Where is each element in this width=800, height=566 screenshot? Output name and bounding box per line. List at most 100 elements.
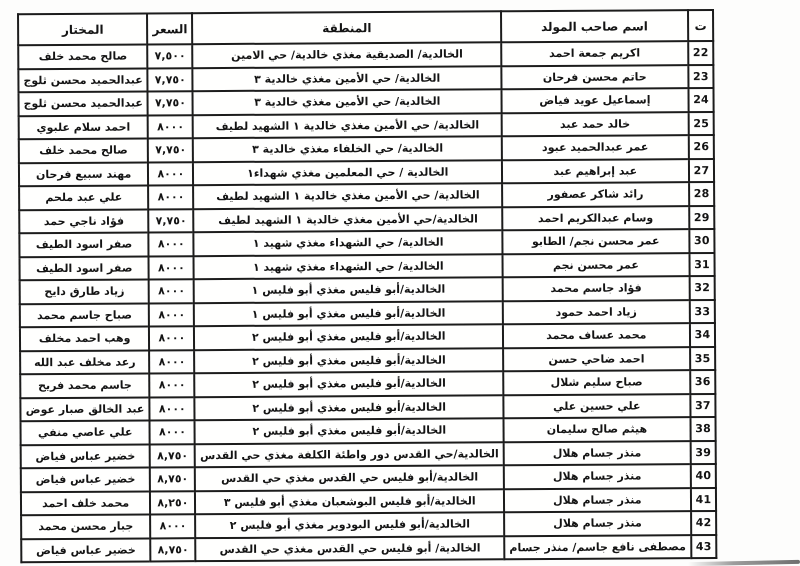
- region-cell: الخالدية/ حي الأمين مغذي خالدية ١ الشهيد…: [193, 183, 502, 209]
- owner-name-cell: خالد حمد عبد: [501, 111, 689, 137]
- mukhtar-name-cell: جبار محسن محمد: [20, 514, 151, 539]
- owner-name-cell: عمر عبدالحميد عبود: [501, 135, 689, 160]
- price-cell: ٨٠٠٠: [149, 373, 195, 397]
- price-cell: ٨,٧٥٠: [149, 443, 195, 468]
- mukhtar-name-cell: صالح محمد خلف: [17, 44, 148, 69]
- mukhtar-name-cell: علي عبد ملحم: [18, 185, 149, 210]
- row-index-cell: 38: [689, 416, 716, 441]
- row-index-cell: 27: [688, 158, 715, 183]
- column-header-index: ت: [687, 10, 714, 42]
- scanner-artifact: [687, 559, 800, 566]
- row-index-cell: 42: [690, 510, 717, 535]
- owner-name-cell: احمد ضاحي حسن: [502, 346, 690, 372]
- region-cell: الخالدية/حي الأمين مغذي خالدية ١ الشهيد …: [193, 206, 503, 233]
- owner-name-cell: عمر محسن نجم: [502, 252, 689, 278]
- price-cell: ٨٠٠٠: [148, 326, 195, 350]
- region-cell: الخالدية/ الصديقية مغذي خالدية/ حي الامي…: [192, 42, 502, 68]
- owner-name-cell: إسماعيل عويد فياض: [501, 88, 688, 113]
- row-index-cell: 36: [689, 369, 716, 394]
- mukhtar-name-cell: صالح محمد خلف: [18, 138, 148, 163]
- mukhtar-name-cell: محمد خلف احمد: [20, 490, 151, 516]
- generator-price-table: ت اسم صاحب المولد المنطقة السعر المختار …: [16, 9, 718, 564]
- owner-name-cell: منذر جسام هلال: [503, 440, 691, 466]
- owner-name-cell: فؤاد جاسم محمد: [502, 276, 690, 301]
- price-cell: ٨٠٠٠: [150, 514, 196, 538]
- mukhtar-name-cell: جاسم محمد فريح: [19, 373, 150, 398]
- region-cell: الخالدية/أبو فليس مغذي أبو فليس ٢: [194, 371, 504, 397]
- mukhtar-name-cell: فؤاد ناجي حمد: [18, 208, 149, 234]
- owner-name-cell: منذر جسام هلال: [503, 511, 691, 536]
- column-header-owner: اسم صاحب المولد: [500, 10, 688, 43]
- row-index-cell: 28: [688, 182, 715, 206]
- region-cell: الخالدية/أبو فليس مغذي أبو فليس ٢: [194, 324, 503, 350]
- row-index-cell: 35: [689, 346, 716, 371]
- row-index-cell: 23: [687, 64, 714, 89]
- price-cell: ٨٠٠٠: [148, 302, 195, 327]
- owner-name-cell: رائد شاكر عصفور: [501, 182, 689, 207]
- region-cell: الخالدية/أبو فليس مغذي أبو فليس ٢: [194, 418, 504, 444]
- price-cell: ٨,٧٥٠: [150, 537, 196, 562]
- price-cell: ٧,٧٥٠: [147, 91, 193, 115]
- owner-name-cell: وسام عبدالكريم احمد: [501, 205, 689, 231]
- mukhtar-name-cell: وهب احمد مخلف: [19, 326, 150, 351]
- mukhtar-name-cell: زياد طارق دايح: [19, 279, 149, 304]
- region-cell: الخالدية/ حي الأمين مغذي خالدية ٣: [192, 89, 502, 115]
- row-index-cell: 33: [689, 299, 715, 324]
- mukhtar-name-cell: عبدالحميد محسن ثلوج: [18, 67, 148, 93]
- region-cell: الخالدية/أبو فليس مغذي أبو فليس ٢: [194, 394, 504, 421]
- region-cell: الخالدية/أبو فليس حي القدس مغذي حي القدس: [194, 465, 504, 491]
- row-index-cell: 22: [687, 41, 714, 65]
- region-cell: الخالدية/حي القدس دور واطئة الكلفة مغذي …: [194, 441, 504, 468]
- region-cell: الخالدية/أبو فليس مغذي أبو فليس ٢: [194, 347, 503, 374]
- row-index-cell: 30: [688, 229, 715, 253]
- owner-name-cell: صباح سليم شلال: [502, 370, 690, 395]
- row-index-cell: 25: [687, 111, 714, 136]
- mukhtar-name-cell: عبد الخالق صبار عوض: [20, 396, 150, 422]
- owner-name-cell: اكريم جمعة احمد: [500, 41, 688, 66]
- region-cell: الخالدية/ حي الشهداء مغذي شهيد ١: [193, 230, 503, 256]
- row-index-cell: 37: [689, 393, 716, 418]
- price-cell: ٨,٢٥٠: [149, 490, 196, 515]
- price-cell: ٨,٧٥٠: [149, 467, 196, 491]
- owner-name-cell: محمد عساف محمد: [502, 323, 690, 348]
- owner-name-cell: منذر جسام هلال: [503, 464, 691, 489]
- row-index-cell: 31: [688, 252, 715, 277]
- table-body: 22 اكريم جمعة احمد الخالدية/ الصديقية مغ…: [17, 41, 717, 563]
- mukhtar-name-cell: رعد مخلف عبد الله: [19, 349, 150, 375]
- row-index-cell: 34: [689, 323, 716, 347]
- row-index-cell: 41: [690, 487, 717, 512]
- row-index-cell: 43: [690, 534, 717, 559]
- row-index-cell: 24: [687, 88, 714, 112]
- region-cell: الخالدية / حي المعلمين مغذي شهداء١: [193, 159, 502, 186]
- owner-name-cell: حاتم محسن فرحان: [501, 64, 688, 90]
- mukhtar-name-cell: احمد سلام علبوي: [18, 114, 148, 140]
- region-cell: الخالدية/أبو فليس البودوير مغذي أبو فليس…: [195, 512, 504, 538]
- column-header-mukhtar: المختار: [17, 13, 148, 46]
- row-index-cell: 39: [689, 440, 716, 465]
- column-header-region: المنطقة: [192, 11, 501, 45]
- region-cell: الخالدية/ حي الأمين مغذي خالدية ١ الشهيد…: [192, 112, 502, 139]
- row-index-cell: 26: [688, 135, 714, 159]
- region-cell: الخالدية/أبو فليس البوشعبان مغذي أبو فلي…: [195, 488, 504, 515]
- mukhtar-name-cell: خضير عباس فياض: [20, 443, 150, 469]
- mukhtar-name-cell: مهند سبيع فرحان: [18, 161, 149, 187]
- price-cell: ٨٠٠٠: [149, 349, 195, 374]
- region-cell: الخالدية/ حي الأمين مغذي خالدية ٣: [192, 65, 502, 92]
- owner-name-cell: مصطفى نافع جاسم/ منذر جسام: [503, 534, 691, 560]
- price-cell: ٧,٧٥٠: [147, 67, 193, 92]
- region-cell: الخالدية/ حي الخلفاء مغذي خالدية ٣: [192, 136, 502, 162]
- row-index-cell: 32: [688, 276, 715, 300]
- mukhtar-name-cell: خضير عباس فياض: [20, 467, 150, 492]
- mukhtar-name-cell: خضير عباس فياض: [20, 537, 151, 563]
- mukhtar-name-cell: عبدالحميد محسن ثلوج: [18, 91, 148, 116]
- price-cell: ٨٠٠٠: [149, 420, 195, 444]
- mukhtar-name-cell: علي عاصي منفي: [20, 420, 150, 445]
- mukhtar-name-cell: صباح جاسم محمد: [19, 302, 149, 328]
- region-cell: الخالدية/ أبو فليس حي القدس مغذي حي القد…: [195, 535, 505, 562]
- price-cell: ٧,٧٥٠: [147, 138, 194, 162]
- price-cell: ٧,٥٠٠: [147, 44, 193, 68]
- owner-name-cell: عبد إبراهيم عبد: [501, 158, 689, 184]
- region-cell: الخالدية/ حي الشهداء مغذي شهيد ١: [193, 253, 503, 280]
- price-cell: ٨٠٠٠: [147, 114, 193, 139]
